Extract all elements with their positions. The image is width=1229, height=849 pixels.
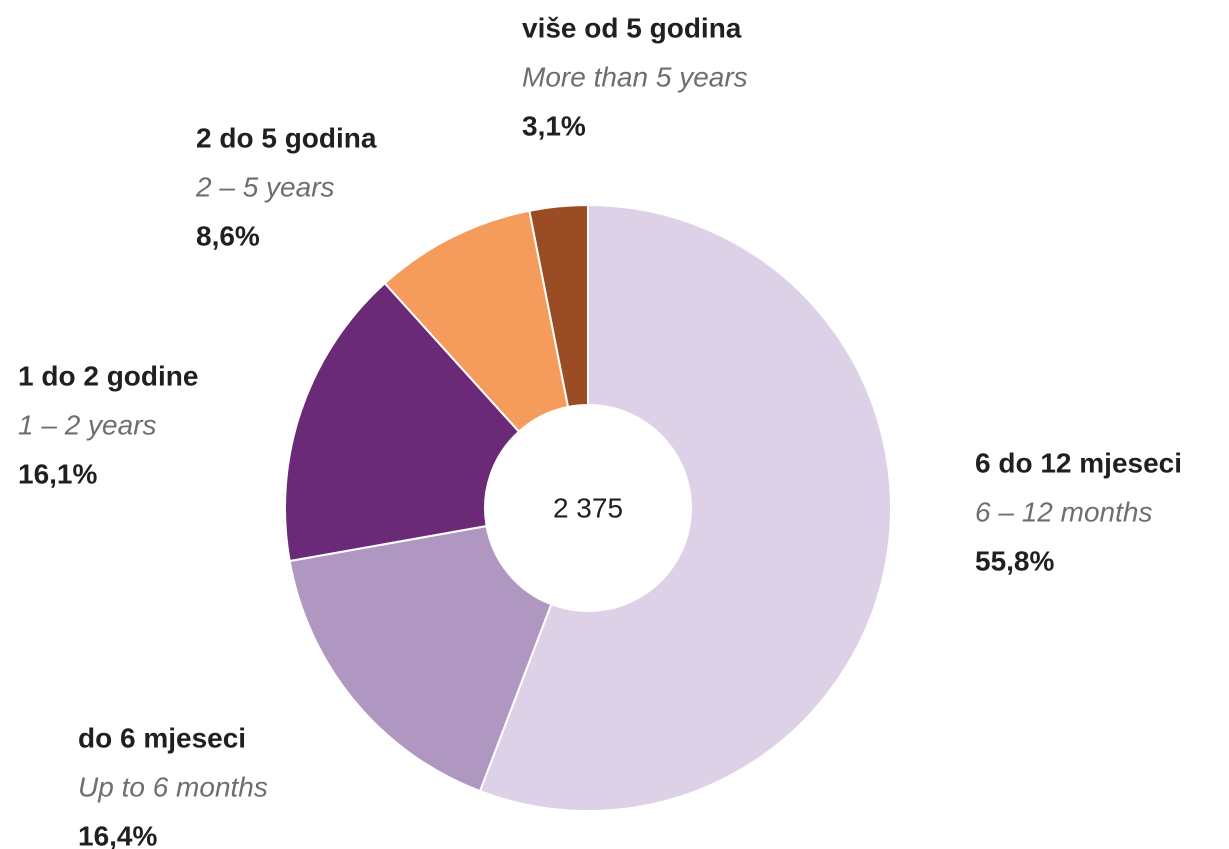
value-label: 16,1% bbox=[18, 458, 97, 489]
slice-label-en: Up to 6 months bbox=[78, 771, 268, 802]
slice-label: do 6 mjeseci bbox=[78, 722, 246, 753]
center-label: 2 375 bbox=[553, 492, 623, 523]
slice-label: više od 5 godina bbox=[522, 12, 742, 43]
slice-label-en: 1 – 2 years bbox=[18, 409, 157, 440]
donut-slice bbox=[528, 203, 589, 409]
slice-label: 2 do 5 godina bbox=[196, 122, 377, 153]
value-label: 8,6% bbox=[196, 220, 260, 251]
slice-label-en: 6 – 12 months bbox=[975, 496, 1152, 527]
value-label: 3,1% bbox=[522, 110, 586, 141]
donut-slice bbox=[288, 524, 553, 793]
value-label: 55,8% bbox=[975, 545, 1054, 576]
donut-slice bbox=[383, 209, 570, 434]
donut-slice bbox=[284, 281, 521, 563]
value-label: 16,4% bbox=[78, 820, 157, 849]
slice-label-en: More than 5 years bbox=[522, 61, 748, 92]
slice-label-en: 2 – 5 years bbox=[195, 171, 335, 202]
donut-slice bbox=[478, 203, 892, 812]
slice-label: 6 do 12 mjeseci bbox=[975, 447, 1182, 478]
slice-label: 1 do 2 godine bbox=[18, 360, 198, 391]
